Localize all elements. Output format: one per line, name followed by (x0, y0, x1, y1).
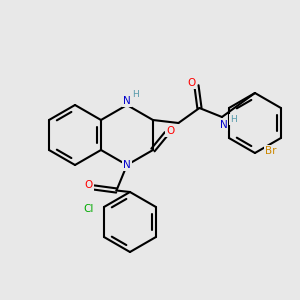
Text: H: H (230, 115, 237, 124)
Text: O: O (84, 179, 93, 190)
Text: H: H (132, 90, 139, 99)
Text: N: N (123, 95, 131, 106)
Text: O: O (187, 77, 195, 88)
Text: N: N (220, 120, 227, 130)
Text: N: N (123, 160, 131, 170)
Text: O: O (166, 126, 174, 136)
Text: Br: Br (265, 146, 276, 157)
Text: Cl: Cl (83, 203, 94, 214)
